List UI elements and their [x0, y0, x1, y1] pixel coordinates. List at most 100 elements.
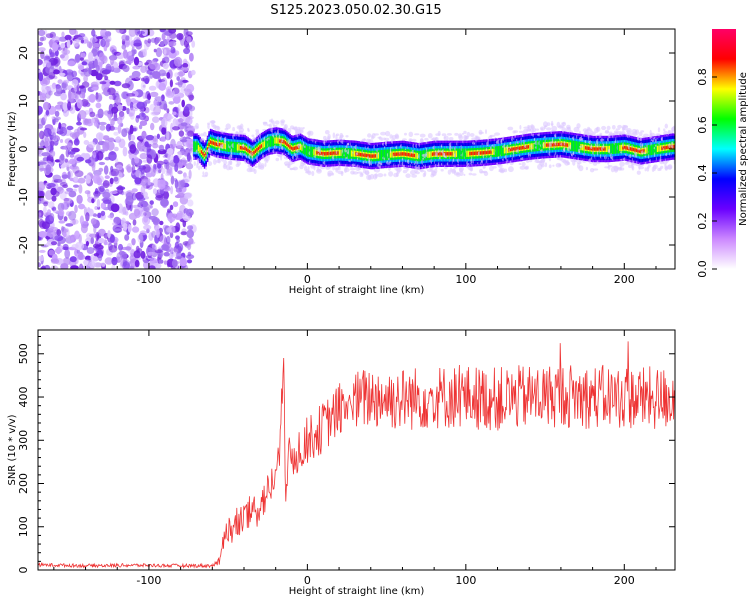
halo-cell: [384, 137, 390, 141]
noise-cell: [152, 137, 157, 142]
halo-cell: [525, 165, 529, 170]
halo-cell: [411, 138, 417, 142]
noise-cell: [67, 60, 76, 67]
noise-cell: [169, 247, 174, 253]
ridge-cell: [329, 151, 332, 156]
ridge-cell: [512, 147, 515, 151]
snr-series: [38, 341, 675, 569]
noise-cell: [61, 82, 67, 89]
ridge-cell: [637, 149, 639, 153]
halo-cell: [228, 166, 233, 171]
noise-cell: [97, 228, 106, 237]
noise-cell: [80, 52, 86, 59]
noise-cell: [66, 39, 71, 49]
x-tick-label: -100: [136, 574, 161, 587]
x-tick-label: 100: [455, 273, 476, 286]
halo-cell: [434, 137, 439, 142]
noise-cell: [43, 114, 47, 122]
noise-cell: [100, 202, 107, 210]
halo-cell: [440, 168, 444, 172]
noise-cell: [115, 96, 121, 106]
halo-cell: [608, 165, 613, 168]
noise-cell: [178, 118, 184, 123]
noise-cell: [104, 39, 110, 48]
noise-cell: [145, 99, 151, 104]
ridge-cell: [323, 152, 326, 156]
noise-cell: [169, 204, 174, 211]
noise-cell: [156, 228, 160, 238]
ridge-cell: [419, 150, 422, 162]
noise-cell: [47, 183, 56, 188]
y-tick-label: 20: [17, 46, 30, 60]
halo-cell: [316, 166, 320, 170]
halo-cell: [419, 133, 426, 138]
ridge-cell: [467, 150, 470, 157]
ridge-cell: [326, 151, 329, 156]
noise-cell: [38, 181, 46, 191]
noise-cell: [92, 43, 101, 48]
ridge-cell: [286, 142, 288, 146]
halo-cell: [483, 171, 489, 176]
halo-cell: [364, 171, 370, 175]
noise-cell: [74, 170, 84, 178]
noise-cell: [38, 105, 43, 115]
noise-cell: [44, 140, 49, 148]
noise-cell: [126, 93, 136, 97]
halo-cell: [476, 136, 481, 141]
noise-cell: [180, 122, 188, 127]
ridge-cell: [344, 147, 347, 159]
ridge-cell: [619, 144, 621, 152]
halo-cell: [539, 126, 546, 131]
noise-cell: [50, 241, 58, 246]
ridge-cell: [404, 152, 407, 156]
ridge-cell: [662, 146, 665, 150]
noise-cell: [73, 176, 79, 182]
ridge-cell: [451, 152, 453, 156]
noise-cell: [118, 138, 126, 149]
ridge-cell: [403, 152, 405, 156]
noise-cell: [122, 261, 130, 269]
ridge-cell: [200, 150, 203, 154]
halo-cell: [463, 130, 467, 134]
noise-cell: [41, 152, 51, 157]
halo-cell: [383, 173, 387, 177]
noise-cell: [147, 251, 154, 256]
noise-cell: [60, 92, 67, 101]
ridge-cell: [659, 145, 662, 152]
noise-cell: [38, 72, 44, 82]
noise-cell: [189, 52, 194, 62]
halo-cell: [461, 132, 465, 135]
noise-cell: [49, 212, 55, 222]
halo-cell: [531, 127, 537, 133]
halo-cell: [615, 131, 619, 136]
halo-cell: [411, 174, 417, 178]
noise-cell: [51, 258, 60, 264]
halo-cell: [607, 162, 610, 165]
halo-cell: [405, 173, 411, 178]
noise-cell: [71, 244, 79, 249]
ridge-cell: [278, 139, 281, 143]
halo-cell: [204, 171, 209, 177]
noise-cell: [133, 39, 142, 47]
noise-cell: [62, 184, 69, 189]
ridge-cell: [230, 141, 233, 153]
halo-cell: [264, 155, 270, 162]
noise-cell: [170, 185, 174, 195]
halo-cell: [331, 172, 335, 176]
x-tick-label: 0: [304, 273, 311, 286]
noise-cell: [168, 101, 175, 105]
ridge-cell: [340, 149, 342, 156]
ridge-cell: [406, 152, 408, 157]
noise-cell: [174, 163, 179, 172]
noise-cell: [125, 98, 131, 103]
halo-cell: [546, 127, 552, 131]
ridge-cell: [235, 142, 237, 153]
ridge-cell: [361, 153, 363, 157]
noise-cell: [145, 134, 155, 141]
halo-cell: [636, 170, 641, 175]
halo-cell: [251, 134, 255, 138]
noise-cell: [95, 132, 104, 140]
noise-cell: [176, 140, 183, 148]
ridge-cell: [247, 148, 249, 153]
noise-cell: [102, 180, 110, 189]
